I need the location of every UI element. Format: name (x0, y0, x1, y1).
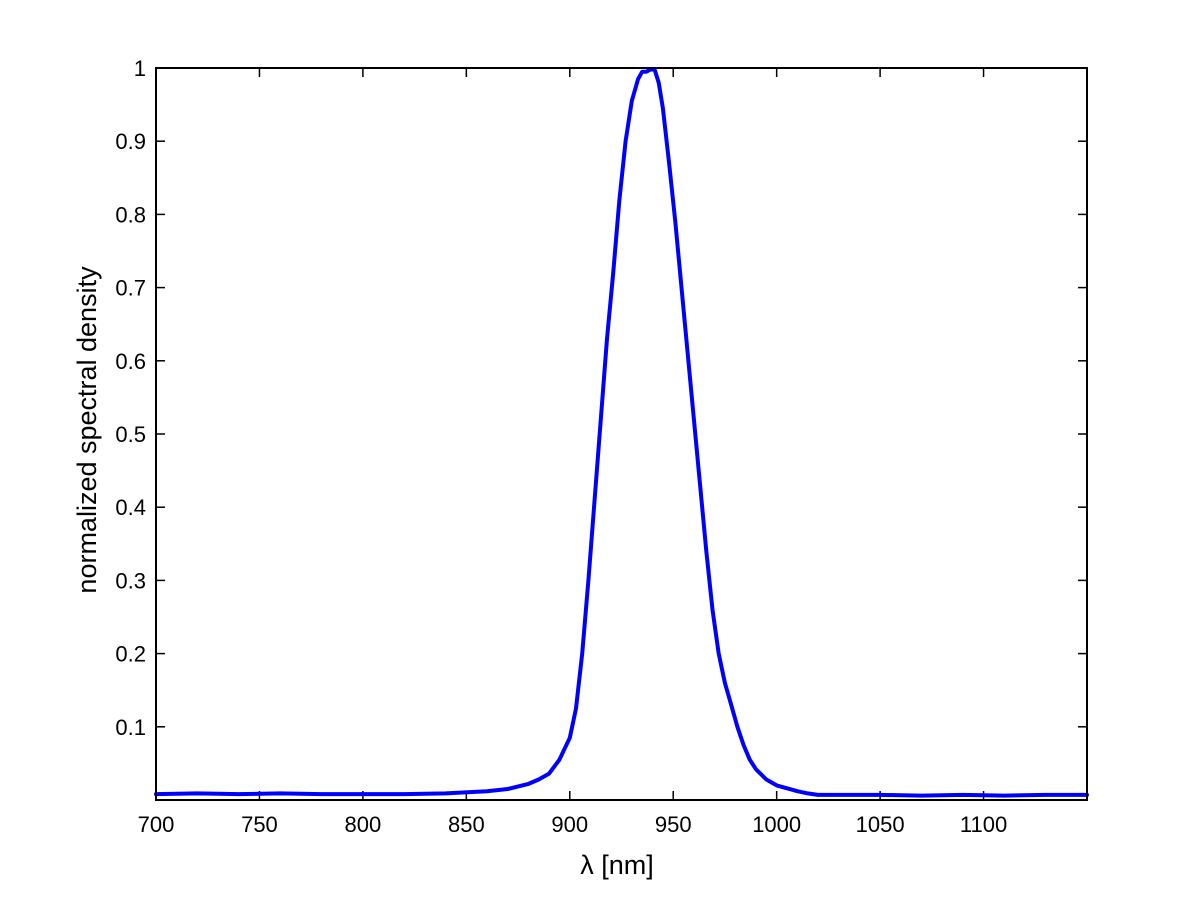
y-tick-label: 0.4 (115, 495, 146, 520)
y-tick-label: 1 (134, 56, 146, 81)
x-tick-label: 750 (241, 812, 278, 837)
y-tick-label: 0.5 (115, 422, 146, 447)
x-tick-label: 900 (551, 812, 588, 837)
spectrum-line (154, 67, 1089, 798)
ticks-layer: 700 750 800 850 900 950 1000 1050 1100 0.1 0.2 0.3 0… (115, 56, 1087, 837)
y-tick-label: 0.2 (115, 642, 146, 667)
y-tick-label: 0.6 (115, 349, 146, 374)
x-tick-label: 950 (655, 812, 692, 837)
x-tick-label: 800 (345, 812, 382, 837)
x-tick-label: 850 (448, 812, 485, 837)
y-tick-label: 0.1 (115, 715, 146, 740)
y-axis-title: normalized spectral density (72, 266, 102, 594)
y-tick-label: 0.8 (115, 202, 146, 227)
x-axis-title: λ [nm] (580, 850, 654, 880)
x-tick-label: 1000 (752, 812, 801, 837)
y-tick-label: 0.3 (115, 568, 146, 593)
plot-frame (155, 67, 1088, 801)
y-tick-label: 0.9 (115, 129, 146, 154)
x-tick-label: 1050 (856, 812, 905, 837)
x-tick-label: 700 (138, 812, 175, 837)
series-layer (154, 67, 1089, 798)
x-tick-label: 1100 (960, 812, 1007, 837)
y-tick-label: 0.7 (115, 276, 146, 301)
